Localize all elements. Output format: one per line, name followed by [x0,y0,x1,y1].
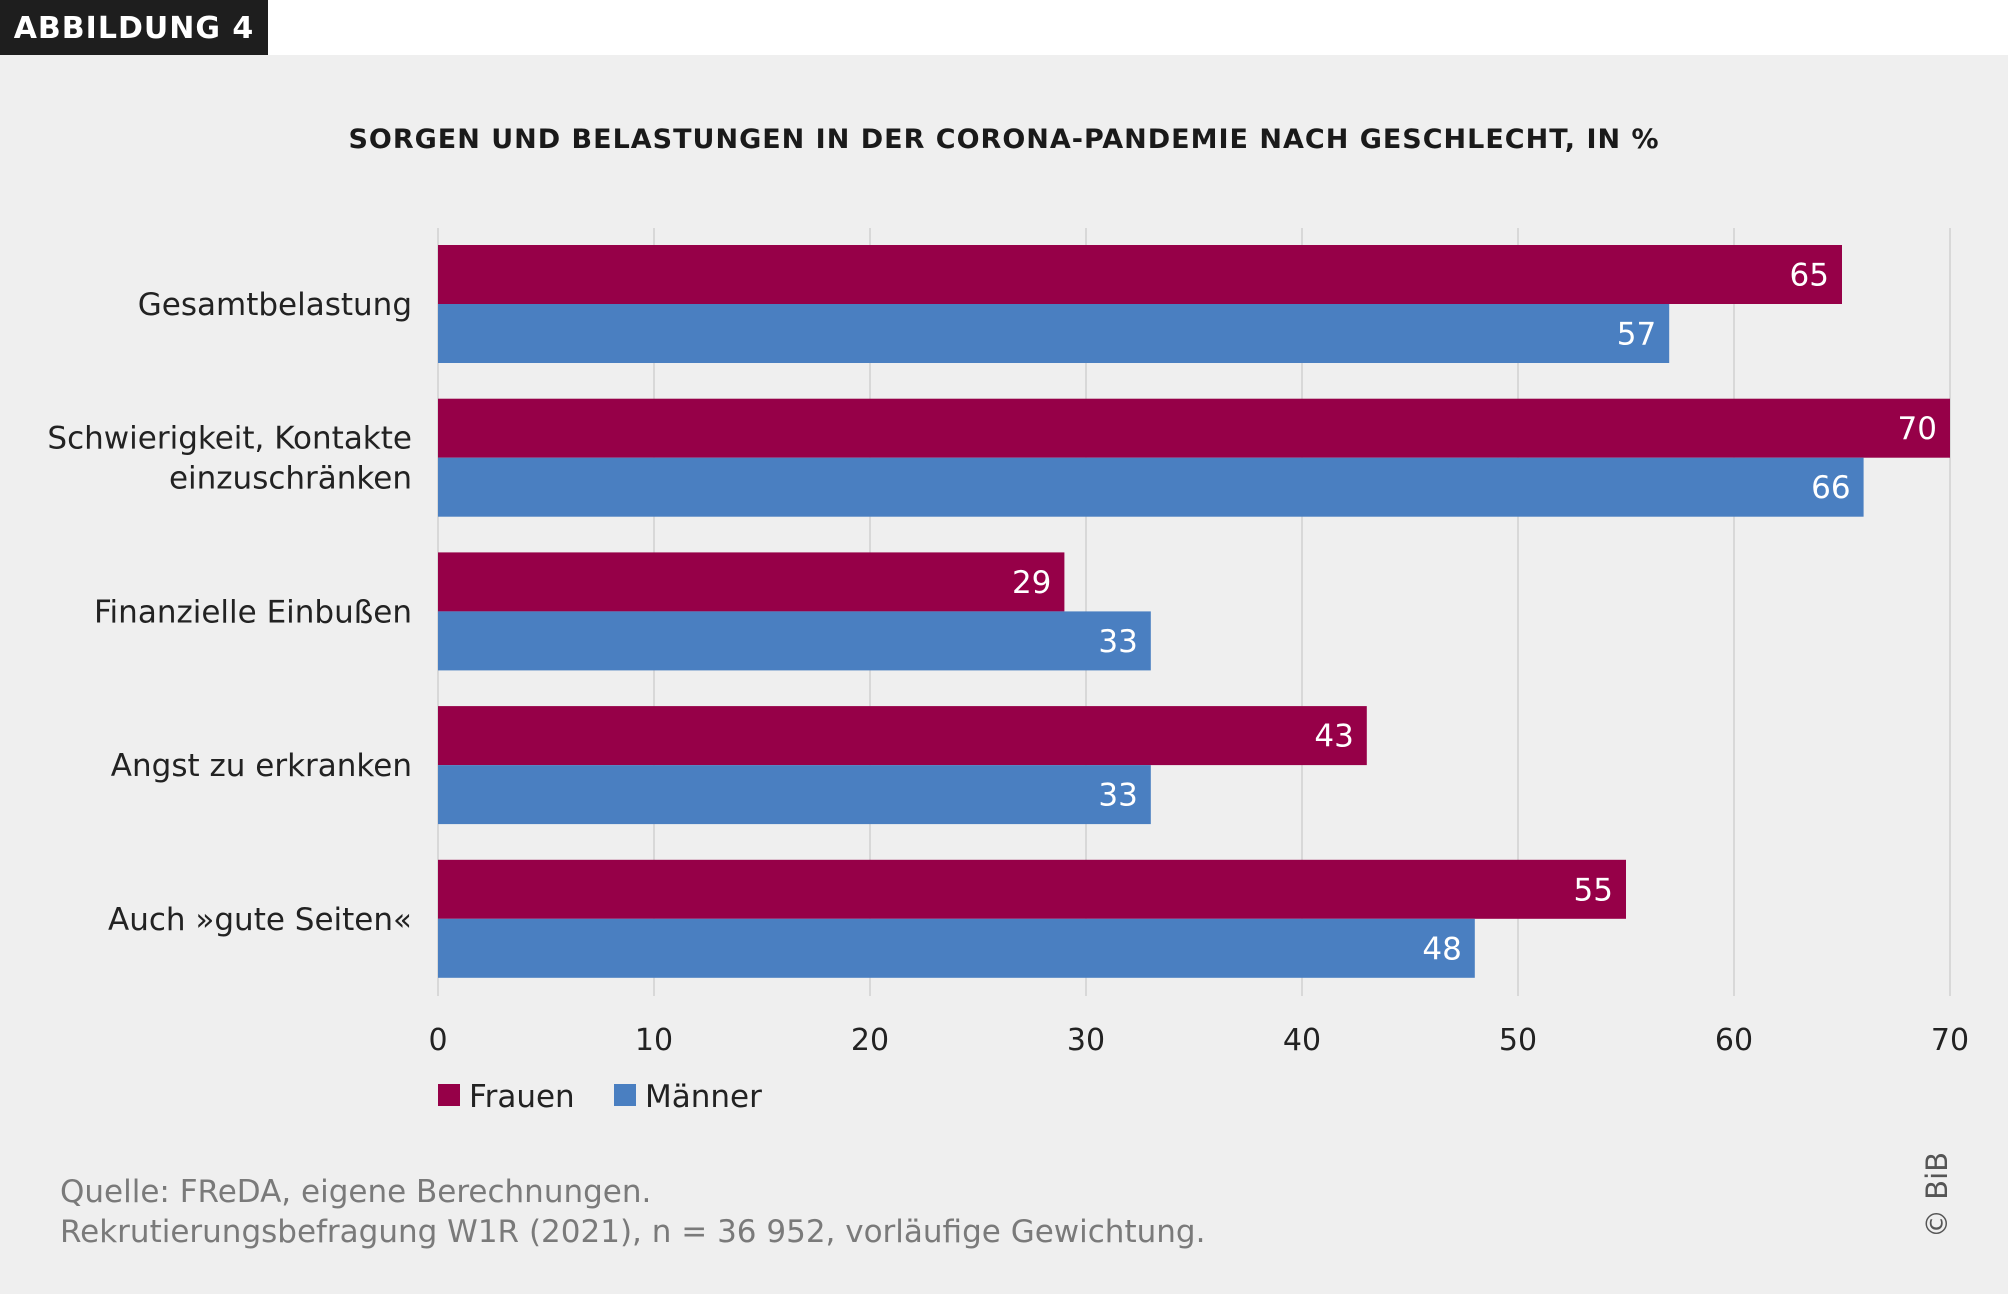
data-label: 57 [1617,317,1656,353]
bar-männer [438,765,1151,825]
top-bar [0,0,2008,55]
x-tick-label: 20 [851,1023,889,1058]
data-label: 70 [1898,411,1937,447]
legend-swatch-männer [614,1084,636,1106]
data-label: 43 [1314,719,1353,755]
category-label: Auch »gute Seiten« [108,902,412,938]
x-tick-label: 30 [1067,1023,1105,1058]
x-tick-label: 70 [1931,1023,1969,1058]
source-line-1: Quelle: FReDA, eigene Berechnungen. [60,1174,652,1210]
x-tick-label: 50 [1499,1023,1537,1058]
data-label: 29 [1012,565,1051,601]
legend-label: Frauen [469,1079,575,1115]
data-label: 33 [1098,624,1137,660]
x-tick-label: 60 [1715,1023,1753,1058]
x-tick-label: 0 [428,1023,447,1058]
bar-männer [438,918,1475,978]
chart-title: SORGEN UND BELASTUNGEN IN DER CORONA-PAN… [348,124,1660,155]
legend-label: Männer [645,1079,762,1115]
category-label: einzuschränken [169,461,412,497]
data-label: 65 [1790,258,1829,294]
category-label: Schwierigkeit, Kontakte [47,421,412,457]
bar-frauen [438,706,1367,766]
legend-swatch-frauen [438,1084,460,1106]
bar-frauen [438,245,1842,304]
data-label: 48 [1422,931,1461,967]
category-label: Angst zu erkranken [111,748,412,784]
x-tick-label: 40 [1283,1023,1321,1058]
bar-männer [438,304,1670,363]
bar-männer [438,611,1151,671]
data-label: 66 [1811,470,1850,506]
figure-label: ABBILDUNG 4 [0,0,268,55]
bar-frauen [438,859,1626,919]
bar-männer [438,457,1864,517]
source-note: Quelle: FReDA, eigene Berechnungen. Rekr… [60,1172,1205,1252]
source-line-2: Rekrutierungsbefragung W1R (2021), n = 3… [60,1214,1206,1250]
copyright: © BiB [1920,1151,1954,1239]
x-tick-label: 10 [635,1023,673,1058]
bar-frauen [438,398,1950,458]
data-label: 55 [1574,872,1613,908]
data-label: 33 [1098,778,1137,814]
category-label: Gesamtbelastung [138,287,412,323]
category-label: Finanzielle Einbußen [94,594,412,630]
bar-frauen [438,552,1065,612]
